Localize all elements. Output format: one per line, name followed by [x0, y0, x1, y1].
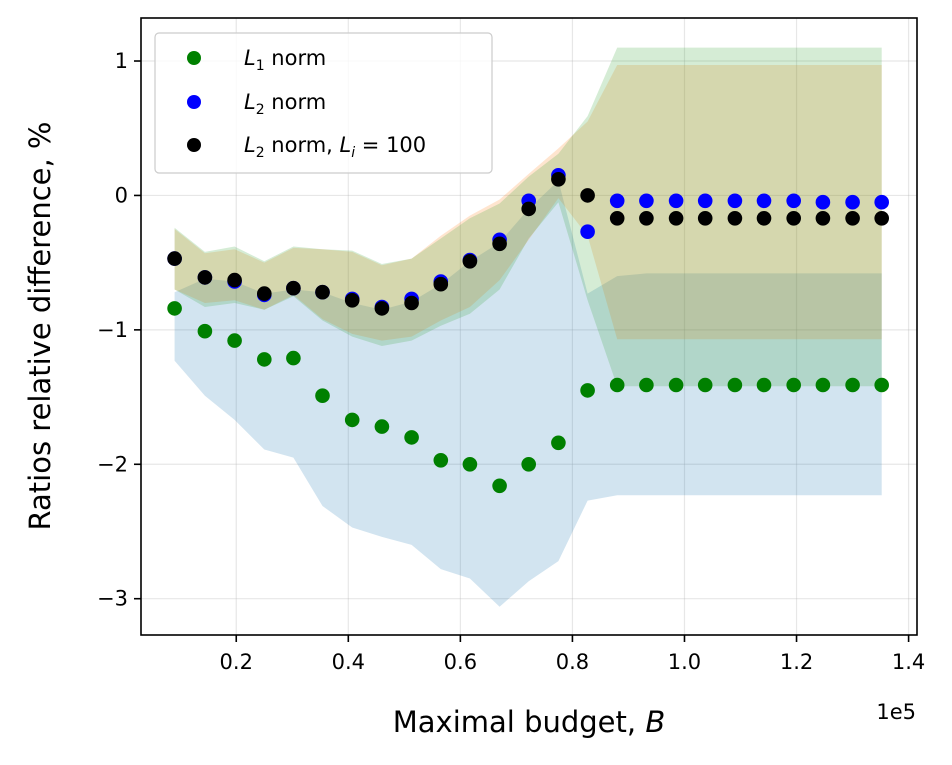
- point-series-0-8: [404, 430, 419, 445]
- y-tick-label-3: 0: [115, 183, 128, 207]
- y-tick-label-2: −1: [97, 318, 128, 342]
- legend-label-l1: L1 norm: [244, 46, 326, 74]
- point-series-0-12: [521, 457, 536, 472]
- point-series-0-14: [580, 383, 595, 398]
- y-axis-label: Ratios relative difference, %: [23, 122, 57, 531]
- point-series-0-6: [344, 412, 360, 428]
- point-series-0-0: [167, 301, 182, 316]
- point-series-0-1: [197, 323, 213, 339]
- point-series-2-10: [462, 253, 478, 269]
- x-tick-label-5: 1.2: [780, 650, 813, 674]
- point-series-1-24: [874, 194, 889, 210]
- point-series-2-0: [167, 251, 182, 266]
- point-series-2-11: [492, 236, 507, 252]
- point-series-1-17: [668, 193, 684, 209]
- x-axis-offset-label: 1e5: [876, 700, 916, 724]
- x-axis-label-text: Maximal budget,: [393, 705, 646, 739]
- point-series-2-4: [286, 280, 301, 296]
- point-series-2-22: [815, 211, 831, 226]
- x-axis-ticks: 0.2 0.4 0.6 0.8 1.0 1.2 1.4: [220, 635, 925, 674]
- point-series-0-9: [433, 453, 449, 468]
- point-series-0-19: [727, 377, 743, 393]
- point-series-0-7: [374, 419, 390, 434]
- point-series-2-19: [727, 211, 743, 226]
- point-series-0-11: [492, 478, 507, 494]
- x-tick-label-1: 0.4: [332, 650, 365, 674]
- x-tick-label-2: 0.6: [444, 650, 477, 674]
- point-series-2-20: [756, 211, 772, 226]
- point-series-0-10: [462, 457, 478, 472]
- point-series-0-18: [697, 377, 713, 393]
- point-series-0-16: [639, 377, 654, 393]
- point-series-1-15: [609, 193, 625, 209]
- point-series-0-22: [815, 377, 831, 393]
- y-tick-label-4: 1: [115, 49, 128, 73]
- legend: L1 norm L2 norm L2 norm, Li = 100: [154, 32, 493, 174]
- x-tick-label-6: 1.4: [892, 650, 925, 674]
- point-series-0-2: [227, 333, 242, 348]
- point-series-2-17: [668, 211, 684, 226]
- point-series-1-22: [815, 194, 831, 210]
- point-series-2-18: [697, 211, 713, 226]
- point-series-0-3: [257, 352, 272, 367]
- point-series-2-15: [609, 211, 625, 226]
- point-series-2-14: [580, 188, 595, 203]
- legend-marker-l2: [187, 95, 201, 109]
- point-series-0-5: [315, 388, 330, 404]
- point-series-2-7: [374, 301, 390, 316]
- legend-label-l2-li100: L2 norm, Li = 100: [244, 133, 426, 161]
- y-axis-ticks: −3 −2 −1 0 1: [97, 49, 141, 611]
- point-series-2-21: [786, 211, 801, 226]
- point-series-0-21: [786, 377, 801, 393]
- point-series-0-15: [609, 377, 625, 393]
- data-points: [167, 168, 889, 494]
- x-tick-label-4: 1.0: [668, 650, 701, 674]
- x-axis-label-variable: B: [645, 705, 665, 739]
- x-axis-label: Maximal budget, B: [393, 705, 665, 739]
- point-series-1-14: [580, 224, 595, 239]
- point-series-0-23: [845, 377, 860, 393]
- point-series-1-23: [845, 194, 860, 210]
- point-series-2-1: [197, 270, 213, 285]
- point-series-2-8: [404, 295, 419, 311]
- y-tick-label-0: −3: [97, 587, 128, 611]
- legend-marker-l1: [187, 51, 201, 65]
- x-tick-label-3: 0.8: [556, 650, 589, 674]
- legend-box: [154, 32, 493, 174]
- point-series-0-24: [874, 377, 889, 393]
- point-series-0-17: [668, 377, 684, 393]
- legend-label-l2: L2 norm: [244, 90, 326, 118]
- point-series-2-16: [639, 211, 654, 226]
- point-series-2-5: [315, 284, 330, 300]
- band-series-2: [174, 180, 882, 607]
- x-tick-label-0: 0.2: [220, 650, 253, 674]
- point-series-0-20: [756, 377, 772, 393]
- point-series-0-13: [551, 435, 566, 451]
- plot-frame: [140, 17, 918, 636]
- point-series-1-16: [639, 193, 654, 209]
- point-series-2-13: [551, 172, 566, 187]
- y-tick-label-1: −2: [97, 452, 128, 476]
- point-series-1-18: [697, 193, 713, 209]
- point-series-2-3: [257, 286, 272, 301]
- point-series-1-21: [786, 193, 801, 209]
- point-series-2-2: [227, 272, 242, 288]
- point-series-2-23: [845, 211, 860, 226]
- point-series-2-12: [521, 201, 536, 217]
- point-series-1-19: [727, 193, 743, 209]
- point-series-2-6: [344, 293, 360, 308]
- point-series-0-4: [286, 350, 301, 366]
- point-series-1-20: [756, 193, 772, 209]
- point-series-2-24: [874, 211, 889, 226]
- point-series-2-9: [433, 276, 449, 292]
- legend-marker-l2-li100: [187, 138, 201, 152]
